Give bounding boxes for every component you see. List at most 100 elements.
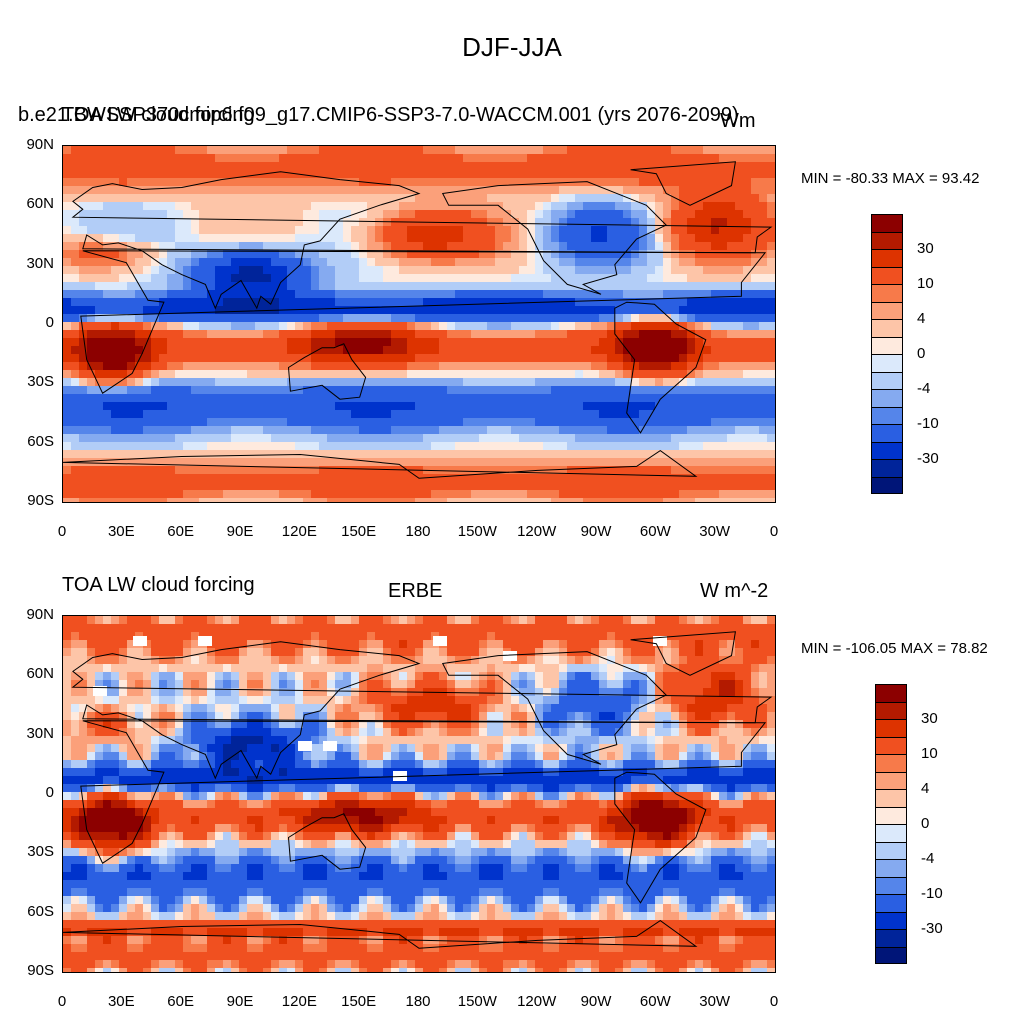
- colorbar-level: [875, 911, 907, 929]
- lat-tick-label: 90N: [26, 136, 54, 153]
- lat-tick-label: 30N: [26, 724, 54, 742]
- colorbar-level: [875, 841, 907, 859]
- colorbar-label: -4: [921, 850, 935, 867]
- lon-tick-label: 60W: [639, 993, 671, 1010]
- colorbar-level: [875, 736, 907, 754]
- coastline: [287, 813, 367, 870]
- lon-tick-label: 150E: [341, 993, 377, 1010]
- colorbar-level: [871, 406, 903, 424]
- lat-tick-label: 90S: [27, 962, 54, 979]
- colorbar-label: -10: [917, 415, 939, 432]
- colorbar-label: 10: [917, 275, 934, 292]
- colorbar-level: [871, 441, 903, 459]
- lon-tick-label: 0: [57, 993, 67, 1010]
- colorbar-level: [875, 771, 907, 789]
- lon-tick-label: 0: [769, 993, 779, 1010]
- coastline: [441, 651, 668, 765]
- colorbar-level: [875, 876, 907, 894]
- missing-data-patch: [198, 636, 212, 646]
- lat-tick-label: 60N: [26, 195, 54, 213]
- figure-title: DJF-JJA: [462, 32, 562, 62]
- colorbar-label: 10: [921, 745, 938, 762]
- lon-tick-label: 90E: [226, 523, 254, 540]
- panel1-map: [62, 145, 776, 503]
- lon-tick-label: 150W: [457, 523, 497, 540]
- missing-data-patch: [323, 741, 337, 751]
- lat-tick-label: 90N: [26, 606, 54, 623]
- contour-field: [63, 146, 775, 502]
- colorbar-level: [875, 859, 907, 877]
- lon-tick-label: 90E: [226, 993, 254, 1010]
- lat-tick-label: 0: [45, 784, 54, 801]
- colorbar-level: [875, 824, 907, 842]
- colorbar-level: [875, 929, 907, 947]
- colorbar-level: [871, 231, 903, 249]
- contour-field: [63, 616, 775, 972]
- coastline: [63, 919, 698, 949]
- panel1-min-max: MIN = -80.33 MAX = 93.42: [801, 170, 980, 187]
- panel2-colorbar: [875, 684, 907, 964]
- colorbar-label: -30: [917, 450, 939, 467]
- lon-tick-label: 30W: [699, 993, 731, 1010]
- lon-tick-label: 120W: [517, 993, 557, 1010]
- colorbar-level: [875, 946, 907, 964]
- lon-tick-label: 60W: [639, 523, 671, 540]
- lon-tick-label: 180: [405, 993, 431, 1010]
- colorbar-level: [875, 894, 907, 912]
- panel2-map: [62, 615, 776, 973]
- lon-tick-label: 180: [405, 523, 431, 540]
- coastline: [630, 631, 736, 676]
- lon-tick-label: 30E: [107, 993, 135, 1010]
- missing-data-patch: [133, 636, 147, 646]
- lon-tick-label: 90W: [580, 993, 612, 1010]
- lat-tick-label: 30N: [26, 254, 54, 272]
- coastline: [63, 449, 698, 479]
- colorbar-level: [875, 754, 907, 772]
- lon-tick-label: 60E: [167, 993, 194, 1010]
- panel2-min-max: MIN = -106.05 MAX = 78.82: [801, 640, 988, 657]
- panel2-dataset-title: ERBE: [388, 580, 443, 602]
- lat-tick-label: 30S: [27, 843, 54, 861]
- colorbar-level: [871, 476, 903, 494]
- colorbar-level: [871, 459, 903, 477]
- coastline: [71, 171, 773, 310]
- lon-tick-label: 30E: [107, 523, 135, 540]
- colorbar-level: [875, 719, 907, 737]
- lon-tick-label: 150W: [457, 993, 497, 1010]
- colorbar-level: [871, 319, 903, 337]
- lat-tick-label: 60N: [26, 665, 54, 683]
- colorbar-label: 0: [917, 345, 926, 362]
- lat-tick-label: 90S: [27, 492, 54, 509]
- colorbar-level: [871, 389, 903, 407]
- colorbar-label: -4: [917, 380, 931, 397]
- colorbar-level: [871, 249, 903, 267]
- lon-tick-label: 120E: [281, 993, 317, 1010]
- colorbar-level: [871, 354, 903, 372]
- lat-tick-label: 60S: [27, 432, 54, 450]
- coastline: [80, 720, 767, 864]
- panel1-units: Wm: [720, 110, 756, 132]
- colorbar-level: [875, 789, 907, 807]
- missing-data-patch: [298, 741, 312, 751]
- panel1-case-title: b.e21.BWSSP370cmip6.f09_g17.CMIP6-SSP3-7…: [18, 104, 739, 126]
- panel1-variable-title: TOA LW cloud forcing: [62, 104, 255, 126]
- lat-tick-label: 0: [45, 314, 54, 331]
- panel1-colorbar: [871, 214, 903, 494]
- colorbar-level: [871, 301, 903, 319]
- lon-tick-label: 90W: [580, 523, 612, 540]
- coastline: [80, 250, 767, 394]
- colorbar-label: -30: [921, 920, 943, 937]
- coastline: [441, 181, 668, 295]
- missing-data-patch: [433, 636, 447, 646]
- colorbar-label: 30: [921, 710, 938, 727]
- missing-data-patch: [503, 651, 517, 661]
- lat-tick-label: 30S: [27, 373, 54, 391]
- colorbar-level: [871, 424, 903, 442]
- missing-data-patch: [393, 771, 407, 781]
- coastline: [614, 771, 707, 904]
- colorbar-level: [871, 266, 903, 284]
- lon-tick-label: 60E: [167, 523, 194, 540]
- colorbar-label: 4: [917, 310, 926, 327]
- coastline: [630, 161, 736, 206]
- colorbar-label: -10: [921, 885, 943, 902]
